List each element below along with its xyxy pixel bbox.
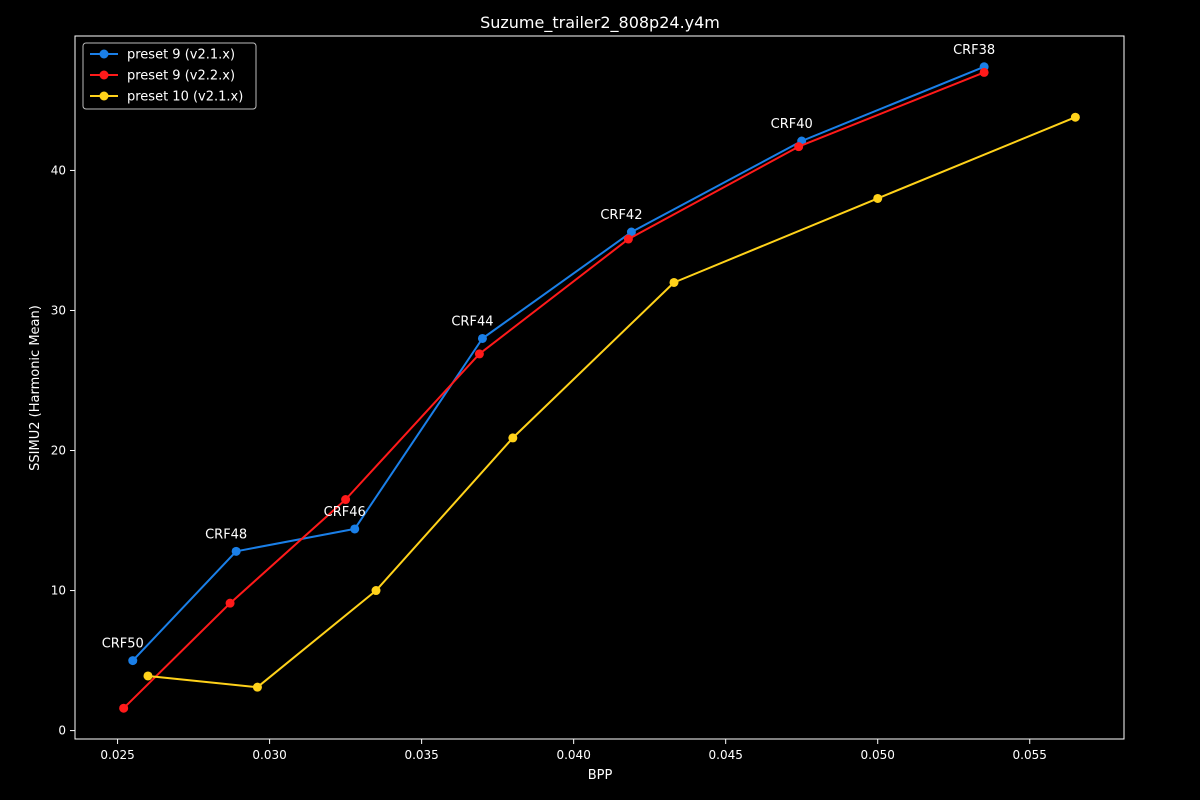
- legend-marker: [99, 70, 109, 80]
- y-tick-label: 30: [51, 303, 66, 317]
- x-tick-label: 0.055: [1013, 748, 1047, 762]
- legend-entries: preset 9 (v2.1.x) preset 9 (v2.2.x) preset…: [90, 48, 243, 105]
- series-3-point: [371, 586, 381, 596]
- chart-title: Suzume_trailer2_808p24.y4m: [480, 13, 720, 33]
- x-tick-label: 0.030: [252, 748, 286, 762]
- crf-annotation: CRF40: [771, 117, 813, 132]
- legend-marker: [99, 49, 109, 59]
- legend-label: preset 10 (v2.1.x): [127, 90, 243, 105]
- crf-annotation: CRF48: [205, 527, 247, 542]
- y-axis-ticks: 0 10 20 30 40: [51, 163, 75, 738]
- y-tick-label: 0: [58, 724, 66, 738]
- series-3-point: [1070, 112, 1080, 122]
- y-axis-label: SSIMU2 (Harmonic Mean): [28, 305, 43, 471]
- series-2-point: [623, 234, 633, 244]
- x-tick-label: 0.050: [861, 748, 895, 762]
- series-1-point: [626, 227, 636, 237]
- series-3-point: [873, 193, 883, 203]
- series-2-point: [225, 598, 235, 608]
- crf-annotation: CRF50: [102, 637, 144, 652]
- annotation-layer: CRF50 CRF48 CRF46 CRF44 CRF42 CRF40 CRF38: [102, 43, 996, 652]
- x-tick-label: 0.040: [556, 748, 590, 762]
- x-tick-label: 0.045: [709, 748, 743, 762]
- series-3-point: [252, 682, 262, 692]
- series-2-point: [119, 703, 129, 713]
- series-2-point: [474, 349, 484, 359]
- series-2-point: [341, 495, 351, 505]
- x-tick-label: 0.035: [404, 748, 438, 762]
- legend: preset 9 (v2.1.x) preset 9 (v2.2.x) preset…: [82, 42, 257, 110]
- series-2-point: [794, 142, 804, 152]
- legend-box: [82, 42, 257, 110]
- y-tick-label: 10: [51, 584, 66, 598]
- series-1-point: [231, 546, 241, 556]
- plot-area-frame: [74, 35, 1125, 740]
- series-2-point: [979, 67, 989, 77]
- crf-annotation: CRF42: [600, 208, 642, 223]
- y-tick-label: 40: [51, 163, 66, 177]
- y-tick-label: 20: [51, 444, 66, 458]
- x-tick-label: 0.025: [100, 748, 134, 762]
- crf-annotation: CRF46: [324, 505, 366, 520]
- series-3-point: [508, 433, 518, 443]
- series-layer: [119, 62, 1080, 713]
- series-3-point: [143, 671, 153, 681]
- series-1-point: [477, 333, 487, 343]
- series-3-point: [669, 277, 679, 287]
- x-axis-ticks: 0.025 0.030 0.035 0.040 0.045 0.050 0.055: [100, 739, 1047, 762]
- legend-marker: [99, 91, 109, 101]
- crf-annotation: CRF44: [451, 314, 493, 329]
- legend-label: preset 9 (v2.1.x): [127, 48, 235, 63]
- x-axis-label: BPP: [588, 768, 613, 783]
- crf-annotation: CRF38: [953, 43, 995, 58]
- series-1-point: [350, 524, 360, 534]
- series-1-point: [128, 656, 138, 666]
- legend-label: preset 9 (v2.2.x): [127, 69, 235, 84]
